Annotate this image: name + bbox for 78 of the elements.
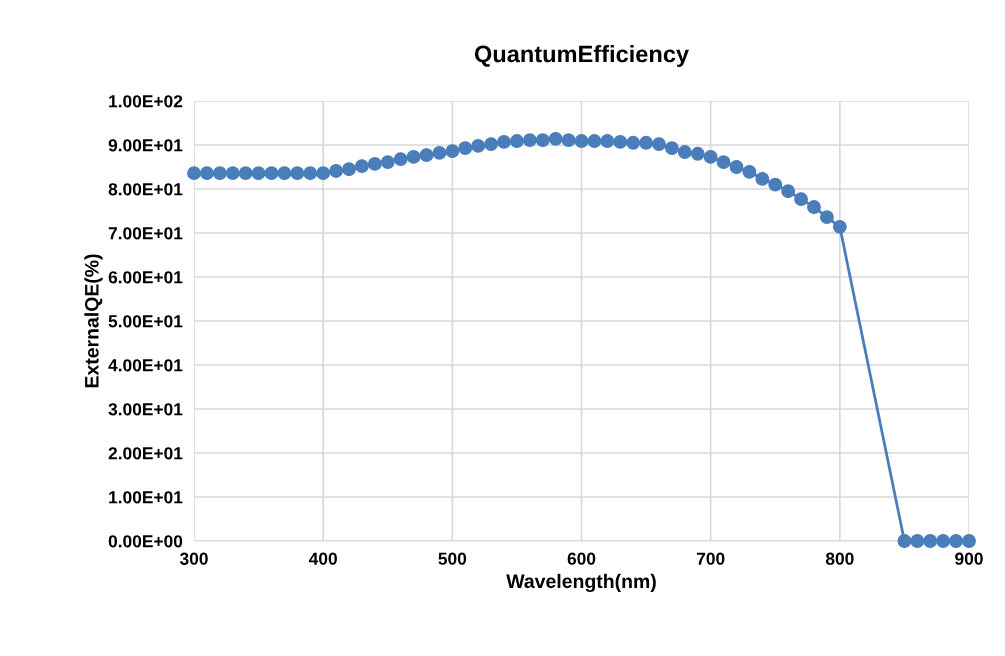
point — [677, 145, 692, 159]
point — [716, 155, 731, 170]
point — [703, 149, 718, 164]
point — [251, 166, 266, 181]
point — [652, 137, 666, 152]
y-axis-title: ExternalQE(%) — [84, 254, 103, 388]
x-tick-label: 900 — [955, 552, 983, 565]
point — [522, 133, 537, 148]
point — [923, 534, 938, 548]
y-tick-label: 1.00E+01 — [109, 491, 183, 504]
point — [264, 166, 279, 181]
point — [277, 166, 292, 181]
point — [819, 210, 834, 225]
point — [484, 137, 499, 152]
x-tick-label: 700 — [696, 552, 725, 565]
point — [613, 134, 628, 149]
point — [949, 534, 964, 548]
point — [910, 534, 925, 548]
point — [729, 160, 744, 174]
x-tick-label: 600 — [567, 552, 596, 565]
point — [768, 177, 783, 192]
point — [664, 141, 679, 156]
x-tick-label: 500 — [438, 552, 467, 565]
y-tick-label: 0.00E+00 — [108, 535, 183, 548]
point — [626, 135, 641, 150]
point — [832, 219, 847, 234]
point — [574, 134, 589, 148]
chart-title: QuantumEfficiency — [474, 45, 689, 68]
y-tick-label: 6.00E+01 — [108, 271, 183, 284]
point — [690, 146, 705, 161]
point — [393, 152, 408, 167]
point — [509, 134, 524, 148]
point — [807, 200, 821, 214]
x-tick-label: 300 — [179, 552, 208, 565]
y-tick-label: 3.00E+01 — [108, 403, 183, 416]
point — [962, 534, 976, 548]
point — [432, 145, 447, 160]
point — [419, 148, 434, 163]
point — [354, 159, 369, 174]
point — [316, 166, 331, 181]
point — [187, 166, 201, 181]
point — [742, 164, 757, 179]
point — [600, 134, 615, 148]
y-tick-label: 8.00E+01 — [108, 183, 183, 196]
point — [561, 133, 576, 148]
point — [342, 162, 356, 177]
point — [587, 134, 602, 148]
point — [380, 155, 395, 170]
y-tick-label: 7.00E+01 — [108, 227, 183, 240]
x-tick-label: 800 — [825, 552, 854, 565]
point — [406, 149, 421, 164]
point — [471, 138, 486, 153]
point — [535, 133, 550, 148]
point — [755, 171, 770, 186]
point — [897, 534, 912, 548]
y-tick-label: 9.00E+01 — [108, 139, 183, 152]
y-tick-label: 1.00E+02 — [109, 95, 183, 108]
point — [303, 166, 318, 181]
x-tick-label: 400 — [308, 552, 337, 565]
point — [225, 166, 240, 181]
point — [329, 164, 344, 178]
point — [497, 134, 511, 149]
y-tick-label: 2.00E+01 — [108, 447, 183, 460]
point — [199, 166, 214, 181]
x-axis-title: Wavelength(nm) — [506, 573, 656, 593]
point — [458, 141, 473, 156]
point — [936, 534, 951, 548]
point — [290, 166, 305, 181]
point — [238, 166, 253, 181]
point — [212, 166, 227, 181]
point — [794, 192, 809, 207]
point — [781, 184, 796, 199]
point — [367, 156, 382, 171]
point — [548, 131, 563, 146]
point — [445, 144, 460, 159]
point — [639, 135, 654, 150]
y-tick-label: 5.00E+01 — [108, 315, 183, 328]
y-tick-label: 4.00E+01 — [108, 359, 183, 372]
